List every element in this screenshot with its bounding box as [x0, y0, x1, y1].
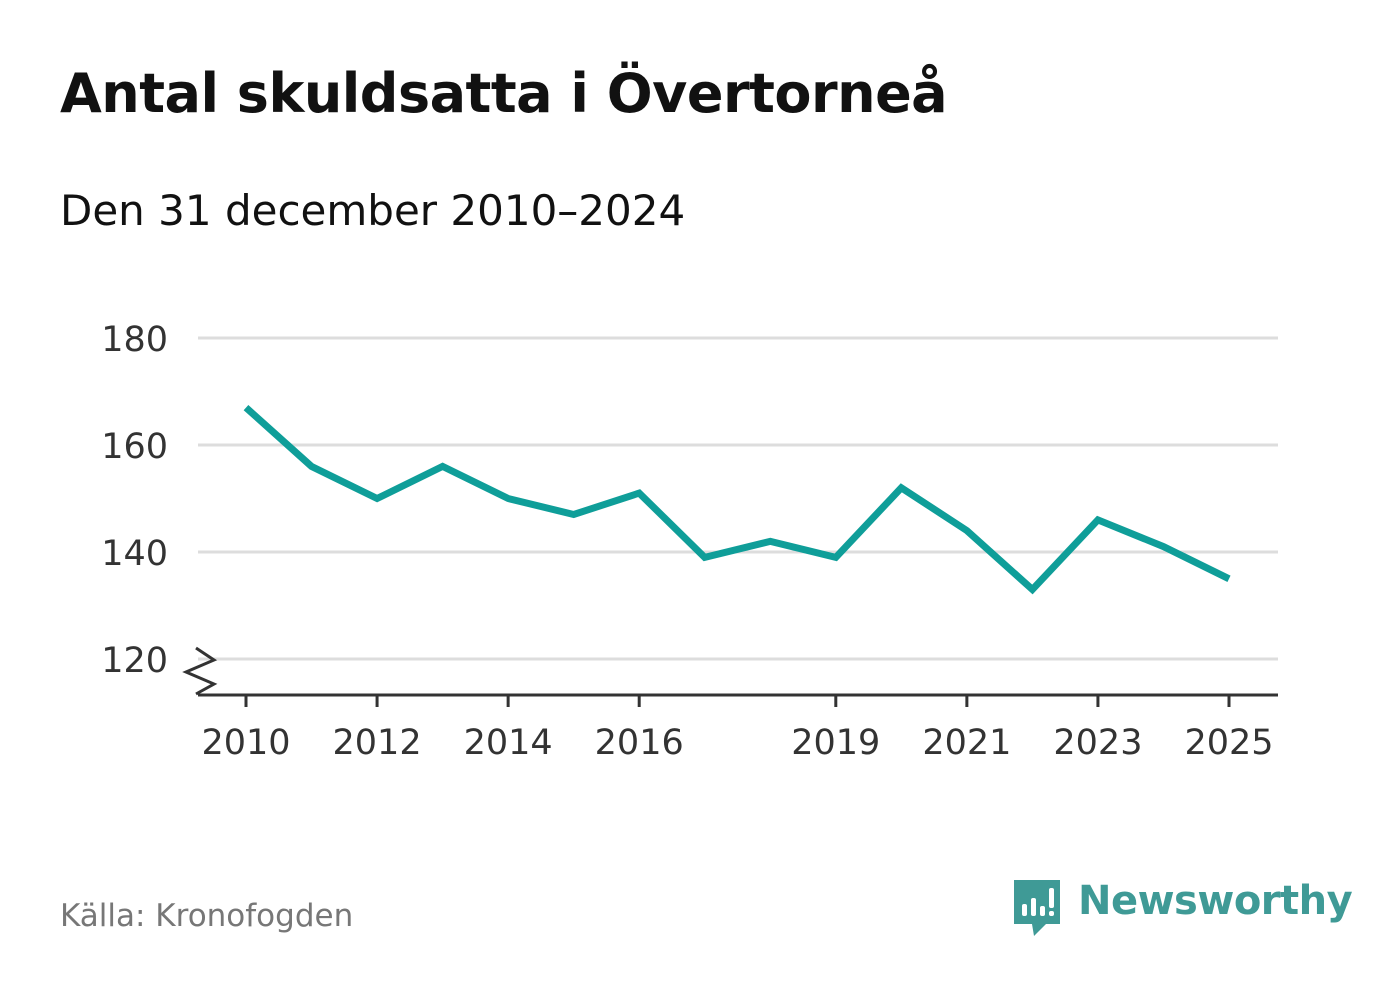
- chart-subtitle: Den 31 december 2010–2024: [60, 186, 686, 235]
- brand: Newsworthy: [1012, 878, 1353, 940]
- x-tick-label: 2016: [595, 723, 684, 763]
- newsworthy-logo-icon: [1014, 880, 1060, 936]
- series-line-0: [243, 404, 1231, 595]
- y-tick-label: 160: [101, 427, 168, 467]
- x-tick-label: 2025: [1184, 723, 1273, 763]
- gridlines: [198, 336, 1278, 661]
- series: [243, 404, 1231, 595]
- x-tick-label: 2021: [922, 723, 1011, 763]
- x-tick-label: 2023: [1053, 723, 1142, 763]
- source-note: Källa: Kronofogden: [60, 898, 354, 934]
- x-tick-label: 2019: [791, 723, 880, 763]
- chart-title: Antal skuldsatta i Övertorneå: [60, 62, 948, 125]
- brand-name: Newsworthy: [1078, 878, 1353, 924]
- x-tick-label: 2010: [201, 723, 290, 763]
- x-tick-label: 2012: [333, 723, 422, 763]
- x-axis-labels: 2010 2012 2014 2016 2019 2021 2023 2025: [201, 695, 1274, 763]
- y-axis-labels: 120 140 160 180: [101, 320, 168, 681]
- y-tick-label: 180: [101, 320, 168, 360]
- axis-break-icon: [182, 646, 218, 696]
- x-tick-label: 2014: [464, 723, 553, 763]
- y-tick-label: 140: [101, 534, 168, 574]
- x-axis: [182, 646, 1278, 697]
- y-tick-label: 120: [101, 641, 168, 681]
